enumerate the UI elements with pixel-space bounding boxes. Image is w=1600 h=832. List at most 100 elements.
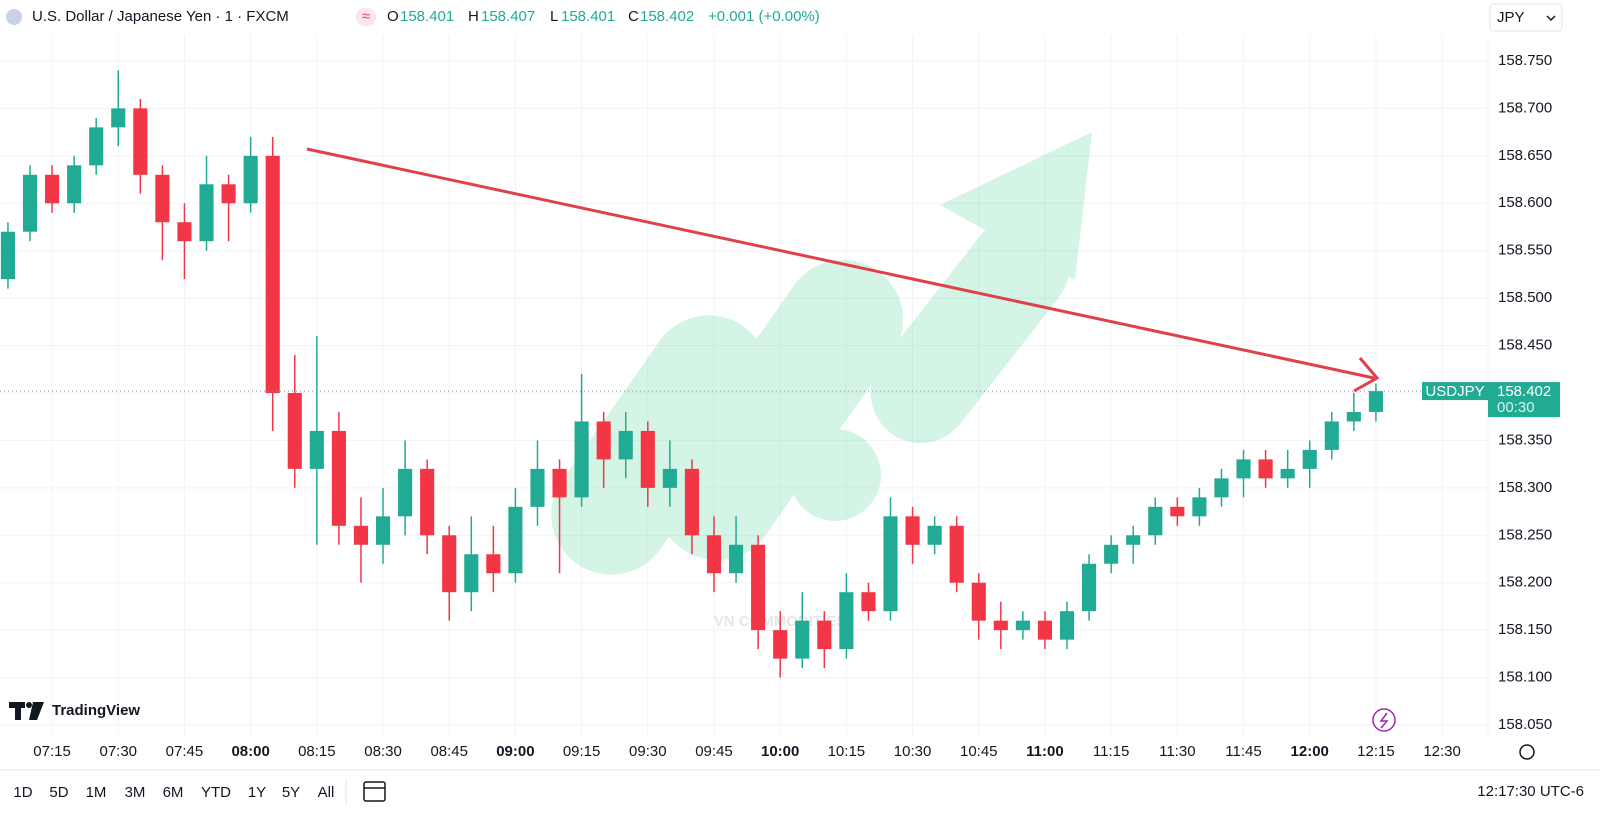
candle-body — [861, 592, 876, 612]
y-tick-label: 158.100 — [1498, 669, 1552, 686]
candle-body — [618, 430, 633, 460]
watermark-arrowhead — [940, 132, 1092, 280]
candle-body — [221, 184, 236, 204]
x-tick-label: 08:00 — [231, 743, 269, 760]
calendar-frame — [363, 781, 386, 802]
candle-body — [111, 108, 126, 128]
ohlc-label: H — [468, 8, 479, 25]
ohlc-value: 158.401 — [400, 8, 454, 25]
x-tick-label: 10:45 — [960, 743, 998, 760]
status-icon[interactable] — [356, 8, 376, 26]
x-tick-label: 07:30 — [99, 743, 137, 760]
settings-icon[interactable] — [1519, 744, 1535, 760]
price-tag-name: USDJPY — [1425, 383, 1484, 400]
range-button[interactable]: 1M — [86, 784, 107, 801]
candle-body — [398, 468, 413, 517]
currency-button[interactable] — [1489, 3, 1563, 32]
change-value: +0.001 (+0.00%) — [708, 8, 820, 25]
range-button[interactable]: 1Y — [248, 784, 266, 801]
candle-body — [464, 554, 479, 593]
ohlc-value: 158.401 — [561, 8, 615, 25]
watermark-dot — [789, 429, 881, 521]
x-tick-label: 09:15 — [563, 743, 601, 760]
alert-glyph — [1379, 712, 1389, 729]
candle-body — [1346, 411, 1361, 422]
candle-body — [1368, 391, 1383, 412]
candle-body — [640, 430, 655, 488]
candle-body — [530, 468, 545, 507]
range-button[interactable]: 6M — [163, 784, 184, 801]
y-tick-label: 158.600 — [1498, 194, 1552, 211]
alert-icon[interactable] — [1372, 708, 1396, 732]
price-tag-value: 158.402 — [1497, 383, 1551, 400]
candle-body — [596, 421, 611, 460]
logo-part — [15, 702, 21, 720]
candle-body — [133, 108, 148, 175]
range-button[interactable]: 1D — [13, 784, 32, 801]
x-tick-label: 09:45 — [695, 743, 733, 760]
watermark-bar — [870, 216, 1070, 444]
logo-text: TradingView — [52, 702, 140, 719]
candle-body — [1015, 620, 1030, 631]
x-tick-label: 12:15 — [1357, 743, 1395, 760]
range-button[interactable]: 5Y — [282, 784, 300, 801]
y-tick-label: 158.700 — [1498, 99, 1552, 116]
candle-body — [177, 222, 192, 242]
candle-body — [927, 525, 942, 545]
ohlc-label: O — [387, 8, 399, 25]
x-tick-label: 10:15 — [828, 743, 866, 760]
x-tick-label: 12:00 — [1291, 743, 1329, 760]
x-tick-label: 08:30 — [364, 743, 402, 760]
x-tick-label: 07:15 — [33, 743, 71, 760]
range-button[interactable]: 5D — [49, 784, 68, 801]
candle-body — [1170, 506, 1185, 517]
candle-body — [375, 516, 391, 545]
candle-body — [353, 525, 369, 545]
candle-body — [1280, 468, 1295, 479]
logo-part — [29, 702, 44, 720]
candle-body — [89, 127, 104, 166]
flag-icon — [6, 9, 22, 25]
ohlc-value: 158.407 — [481, 8, 535, 25]
calendar-icon[interactable] — [363, 781, 386, 802]
trend-arrow — [306, 147, 1375, 380]
candle-body — [243, 155, 258, 204]
y-tick-label: 158.650 — [1498, 147, 1552, 164]
candle-body — [1236, 459, 1251, 479]
ohlc-label: C — [628, 8, 639, 25]
countdown: 00:30 — [1497, 399, 1535, 416]
candle-body — [1082, 563, 1097, 612]
candle-body — [1104, 544, 1119, 564]
x-tick-label: 11:15 — [1093, 743, 1129, 760]
range-button[interactable]: All — [318, 784, 335, 801]
price-tag — [1488, 382, 1560, 418]
watermark-graphic — [551, 132, 1092, 575]
candle-body — [508, 506, 523, 574]
range-button[interactable]: YTD — [201, 784, 231, 801]
price-tag — [1422, 382, 1488, 401]
candle-body — [662, 468, 677, 488]
candle-body — [751, 544, 766, 631]
candle-body — [0, 231, 16, 280]
x-tick-label: 12:30 — [1423, 743, 1461, 760]
x-tick-label: 11:45 — [1225, 743, 1261, 760]
candle-body — [22, 174, 38, 232]
clock: 12:17:30 UTC-6 — [1477, 783, 1584, 800]
y-tick-label: 158.250 — [1498, 526, 1552, 543]
candle-body — [905, 516, 920, 545]
candle-body — [486, 554, 501, 574]
candle-body — [1258, 459, 1273, 479]
candle-body — [287, 392, 302, 469]
watermark-bar — [656, 259, 904, 561]
candle-body — [993, 620, 1008, 631]
logo-part — [26, 702, 32, 708]
y-tick-label: 158.050 — [1498, 716, 1552, 733]
x-tick-label: 10:30 — [894, 743, 932, 760]
candle-body — [1126, 535, 1141, 545]
watermark-bar — [551, 315, 769, 575]
ohlc-label: L — [550, 8, 558, 25]
range-button[interactable]: 3M — [125, 784, 146, 801]
y-tick-label: 158.450 — [1498, 337, 1552, 354]
